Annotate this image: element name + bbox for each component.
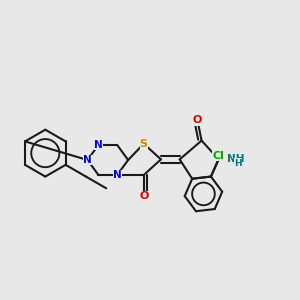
Text: O: O bbox=[139, 191, 148, 201]
Text: N: N bbox=[83, 155, 92, 165]
Text: H: H bbox=[234, 159, 242, 168]
Text: NH: NH bbox=[226, 154, 244, 164]
Text: N: N bbox=[113, 170, 122, 180]
Text: S: S bbox=[140, 139, 148, 149]
Text: O: O bbox=[192, 115, 202, 125]
Text: Cl: Cl bbox=[212, 151, 224, 160]
Text: N: N bbox=[94, 140, 103, 150]
